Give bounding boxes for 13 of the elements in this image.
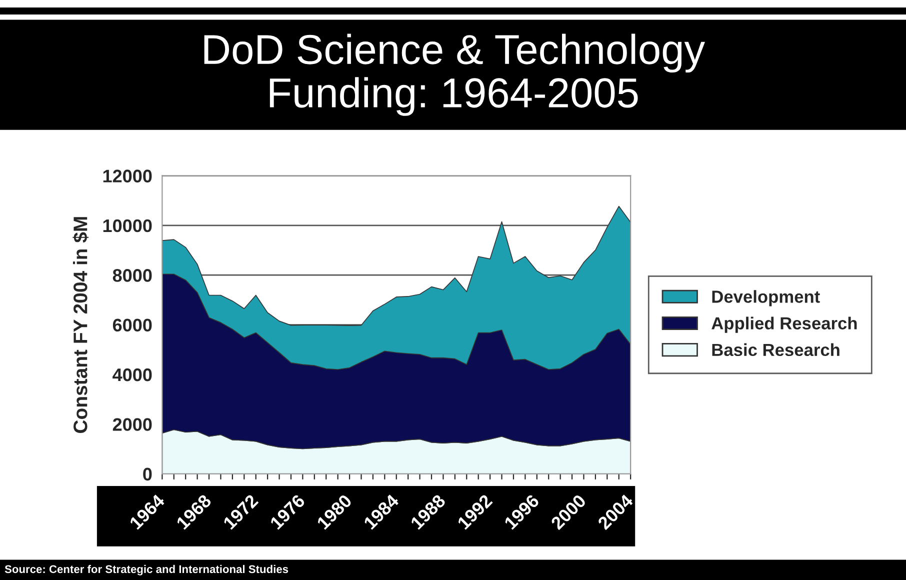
legend-label: Applied Research <box>712 316 857 333</box>
y-tick-label: 4000 <box>112 368 152 382</box>
y-tick-label: 12000 <box>103 170 152 182</box>
chart-title: DoD Science & Technology Funding: 1964-2005 <box>204 34 706 116</box>
y-tick-label: 8000 <box>112 269 152 282</box>
y-tick-label: 10000 <box>103 219 152 232</box>
source-note: Source: Center for Strategic and International Studies <box>4 564 288 576</box>
y-axis-title: Constant FY 2004 in $M <box>72 217 89 433</box>
y-tick-label: 6000 <box>112 318 152 332</box>
y-tick-label: 0 <box>143 468 152 481</box>
legend-label: Basic Research <box>712 343 840 356</box>
legend-label: Development <box>712 290 820 306</box>
y-tick-label: 2000 <box>112 418 152 431</box>
